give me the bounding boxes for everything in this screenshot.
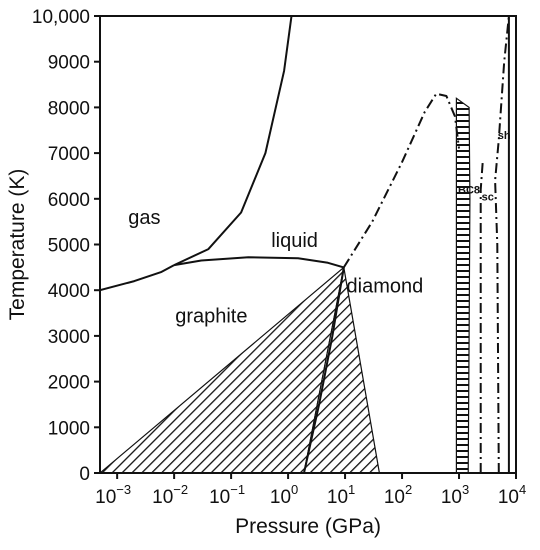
- region-label-sc: sc: [482, 192, 494, 204]
- x-tick-label: 101: [327, 482, 355, 508]
- boundary-diamond-melting: [342, 92, 460, 268]
- phase-boundaries: [100, 16, 510, 473]
- x-axis-title: Pressure (GPa): [235, 515, 381, 538]
- y-tick-label: 9000: [48, 53, 90, 74]
- boundary-gas-graphite: [100, 264, 175, 292]
- region-label-graphite: graphite: [175, 305, 247, 327]
- hatch-diamond-metastable: [303, 267, 381, 473]
- region-label-sh: sh: [498, 130, 511, 142]
- region-label-gas: gas: [128, 207, 160, 229]
- boundary-graphite-diamond: [303, 267, 345, 473]
- x-tick-label: 104: [498, 482, 526, 508]
- boundary-gas-liquid: [173, 16, 293, 267]
- y-tick-label: 4000: [48, 281, 90, 302]
- hatch-graphite-metastable: [100, 265, 345, 473]
- x-tick-label: 100: [270, 482, 298, 508]
- x-tick-label: 10−3: [95, 482, 131, 508]
- y-axis-title: Temperature (K): [6, 169, 29, 321]
- region-label-bc8: BC8: [458, 185, 480, 197]
- y-tick-label: 6000: [48, 190, 90, 211]
- x-tick-label: 102: [384, 482, 412, 508]
- x-axis-ticks: 10−3 10−2 10−1 100 101 102 103 104: [95, 473, 526, 508]
- y-tick-label: 3000: [48, 327, 90, 348]
- boundary-graphite-liquid: [173, 256, 345, 269]
- boundary-BC8-sc: [479, 162, 484, 473]
- y-tick-label: 5000: [48, 236, 90, 257]
- y-tick-label: 1000: [48, 418, 90, 439]
- x-tick-label: 10−2: [152, 482, 188, 508]
- region-label-diamond: diamond: [347, 276, 424, 298]
- x-tick-label: 103: [441, 482, 469, 508]
- y-tick-label: 2000: [48, 373, 90, 394]
- y-tick-label: 0: [79, 464, 90, 485]
- boundary-sc-sh: [494, 16, 510, 473]
- x-tick-label: 10−1: [209, 482, 245, 508]
- hatched-regions: [100, 97, 471, 473]
- region-label-liquid: liquid: [271, 230, 318, 252]
- y-axis-ticks: 0 1000 2000 3000 4000 5000 6000 7000 8000 9000 10,…: [32, 7, 100, 485]
- y-tick-label: 10,000: [32, 7, 90, 28]
- y-tick-label: 8000: [48, 98, 90, 119]
- y-tick-label: 7000: [48, 144, 90, 165]
- hatch-BC8-metastable: [455, 97, 471, 473]
